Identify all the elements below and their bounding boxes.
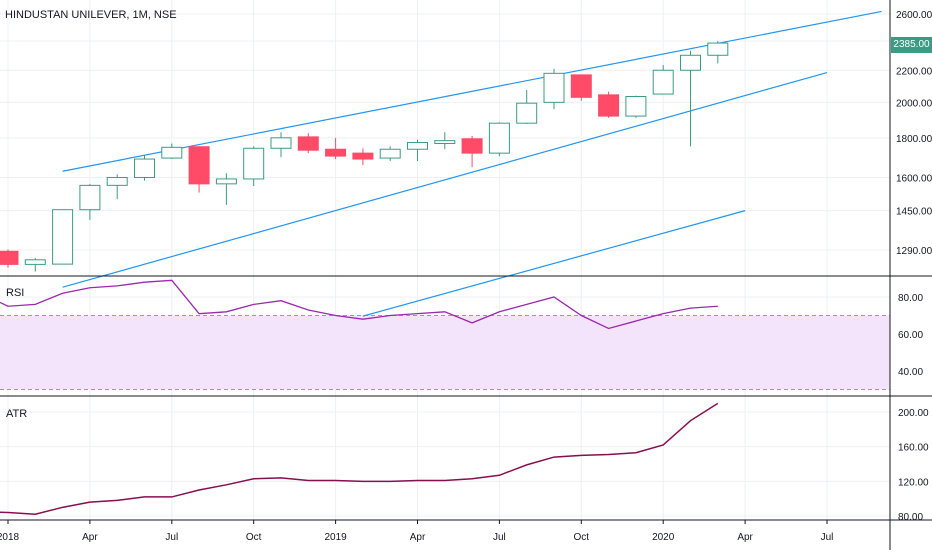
candle-body <box>407 142 428 150</box>
price-tick-label: 2600.00 <box>896 10 932 21</box>
candle[interactable] <box>680 50 701 147</box>
x-tick-label: Apr <box>82 532 98 543</box>
candle[interactable] <box>215 173 237 205</box>
candle-body <box>570 74 592 98</box>
trendline[interactable] <box>362 210 746 317</box>
x-tick-label: Apr <box>737 532 753 543</box>
candle-body <box>325 148 347 157</box>
candle[interactable] <box>461 135 483 168</box>
candle-body <box>270 137 292 149</box>
candle[interactable] <box>625 95 647 118</box>
candle[interactable] <box>161 143 183 160</box>
candle[interactable] <box>516 89 538 125</box>
rsi-tick-label: 60.00 <box>898 330 923 341</box>
candle[interactable] <box>543 68 565 110</box>
x-tick-label: 2018 <box>0 532 20 543</box>
candle-body <box>297 136 319 151</box>
candle-body <box>161 146 183 159</box>
trendline[interactable] <box>62 10 882 172</box>
candle-body <box>707 42 729 56</box>
candle[interactable] <box>243 146 265 187</box>
rsi-title: RSI <box>6 287 25 299</box>
candle-body <box>516 102 538 124</box>
candle[interactable] <box>52 209 74 265</box>
candle-body <box>215 178 237 185</box>
candle[interactable] <box>325 137 347 160</box>
x-tick-label: Jul <box>165 532 178 543</box>
candle-body <box>379 148 401 159</box>
candle[interactable] <box>297 133 319 154</box>
candle-body <box>106 176 128 186</box>
candle-body <box>134 158 155 178</box>
x-tick-label: Oct <box>574 532 590 543</box>
price-tick-label: 1600.00 <box>896 173 932 184</box>
candle[interactable] <box>0 249 19 268</box>
price-tick-label: 1450.00 <box>896 207 932 218</box>
x-tick-label: 2020 <box>652 532 675 543</box>
candle[interactable] <box>570 74 592 101</box>
candle[interactable] <box>188 146 210 193</box>
x-tick-label: Jul <box>821 532 834 543</box>
x-tick-label: 2019 <box>324 532 347 543</box>
candle-body <box>461 138 483 154</box>
candle-body <box>0 250 19 265</box>
rsi-tick-label: 40.00 <box>898 367 923 378</box>
price-tick-label: 1800.00 <box>896 134 932 145</box>
rsi-band <box>0 315 890 390</box>
candle-body <box>434 140 456 144</box>
candle-body <box>625 96 647 117</box>
candle[interactable] <box>379 146 401 162</box>
candle-body <box>680 54 701 71</box>
candle-body <box>543 72 565 103</box>
candle-body <box>488 122 510 154</box>
candle[interactable] <box>352 148 374 166</box>
candle-body <box>352 152 374 160</box>
price-tick-label: 2200.00 <box>896 66 932 77</box>
candle[interactable] <box>79 183 101 221</box>
candle-body <box>188 146 210 185</box>
candle[interactable] <box>407 139 428 162</box>
candle-body <box>79 184 101 211</box>
candle-body <box>598 94 620 117</box>
price-tick-label: 1290.00 <box>896 246 932 257</box>
atr-tick-label: 120.00 <box>898 477 929 488</box>
atr-tick-label: 160.00 <box>898 443 929 454</box>
rsi-line[interactable] <box>0 279 718 330</box>
atr-line[interactable] <box>0 402 719 516</box>
candle[interactable] <box>652 64 674 95</box>
trendline[interactable] <box>62 71 828 288</box>
candle-body <box>24 259 46 265</box>
atr-title: ATR <box>6 408 28 420</box>
candle[interactable] <box>270 132 292 158</box>
x-tick-label: Jul <box>493 532 506 543</box>
price-tick-label: 2000.00 <box>896 98 932 109</box>
candle-body <box>652 69 674 95</box>
x-tick-label: Apr <box>410 532 426 543</box>
candle[interactable] <box>707 40 729 64</box>
candle[interactable] <box>106 174 128 200</box>
atr-tick-label: 200.00 <box>898 408 929 419</box>
candle-body <box>52 209 74 265</box>
candle-body <box>243 147 265 180</box>
atr-tick-label: 80.00 <box>898 512 923 523</box>
candle[interactable] <box>488 122 510 157</box>
last-price-tag: 2385.00 <box>891 37 932 53</box>
candle[interactable] <box>24 257 46 272</box>
chart-title: HINDUSTAN UNILEVER, 1M, NSE <box>5 9 177 21</box>
rsi-tick-label: 80.00 <box>898 293 923 304</box>
candle[interactable] <box>434 132 456 150</box>
candle[interactable] <box>598 91 620 118</box>
candle[interactable] <box>134 155 155 181</box>
x-tick-label: Oct <box>246 532 262 543</box>
